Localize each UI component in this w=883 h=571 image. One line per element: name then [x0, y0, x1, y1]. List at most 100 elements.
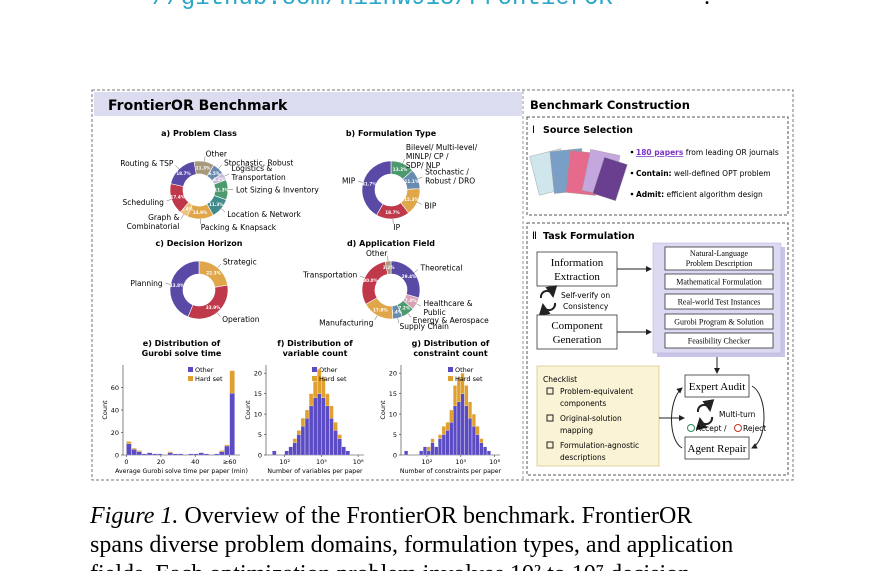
histogram-bar	[464, 385, 469, 407]
checklist-item: Formulation-agnostic	[560, 441, 639, 450]
histogram-bar	[449, 422, 454, 456]
output-box	[664, 273, 774, 290]
histogram-bar	[321, 377, 326, 398]
value-label: 11.1%	[405, 179, 420, 184]
caption-text: Overview of the FrontierOR benchmark. Fr…	[178, 503, 692, 529]
legend-label: Other	[319, 366, 338, 374]
repo-link[interactable]: //github.com/hiinw915/FrontierOR	[152, 0, 613, 12]
bullet	[630, 192, 634, 196]
histogram-bar	[229, 393, 235, 456]
histogram-bar	[284, 450, 289, 456]
x-tick-label: 10²	[422, 458, 433, 466]
y-axis-label: Count	[244, 400, 252, 420]
category-label: Location & Network	[227, 210, 301, 219]
histogram-bar	[453, 405, 457, 456]
histogram-bar	[341, 446, 346, 456]
histogram-bar	[460, 373, 465, 394]
repair-box	[684, 436, 750, 460]
leader-line	[220, 208, 226, 213]
histogram-bar	[453, 385, 457, 407]
histogram-bar	[224, 445, 230, 456]
category-label: Public	[424, 308, 446, 317]
arrow	[751, 385, 765, 449]
numeral: Ⅰ	[532, 125, 535, 136]
bullet-text: Contain: well-defined OPT problem	[636, 169, 771, 178]
histogram-bar	[317, 368, 322, 394]
right-panel: Benchmark Construction Ⅰ Source Selectio…	[526, 98, 789, 476]
histogram-bar	[272, 450, 277, 456]
histogram-bar	[131, 448, 137, 450]
histogram-bar	[292, 442, 297, 456]
histogram-bar	[441, 434, 446, 456]
histogram-bar	[460, 393, 465, 456]
histogram-bar	[203, 453, 209, 456]
category-label: Logistics &	[232, 164, 273, 173]
leader-line	[180, 214, 184, 219]
source-box	[526, 116, 789, 216]
output-box	[664, 293, 774, 310]
box-text: Generation	[553, 334, 602, 346]
output-text: Mathematical Formulation	[676, 278, 762, 287]
histogram-bar	[423, 446, 427, 456]
bullet-key: Contain:	[636, 169, 672, 178]
histogram-bar	[456, 377, 461, 402]
histogram-bar	[126, 443, 132, 456]
histogram-bar	[449, 409, 454, 423]
leader-line	[359, 275, 365, 279]
category-label: Graph &	[148, 213, 179, 222]
histogram-bar	[229, 370, 235, 394]
chart-title: constraint count	[413, 349, 488, 358]
paper-count[interactable]: 180 papers	[636, 148, 684, 157]
bullet	[630, 150, 634, 154]
donut-segment	[170, 161, 197, 187]
chart-title: d) Application Field	[347, 239, 435, 248]
cycle-icon	[695, 399, 715, 430]
y-tick-label: 5	[393, 431, 397, 439]
chart-title: a) Problem Class	[161, 129, 237, 138]
value-label: 7.2%	[398, 306, 410, 311]
histogram-bar	[313, 397, 318, 456]
bullet-text: Admit: efficient algorithm design	[636, 190, 763, 199]
histogram-bar	[292, 438, 297, 443]
legend-swatch	[312, 367, 317, 372]
verify-text: Self-verify on	[561, 291, 610, 300]
chart-title: e) Distribution of	[143, 339, 221, 348]
legend-swatch	[448, 376, 453, 381]
x-axis-label: Average Gurobi solve time per paper (min…	[115, 468, 248, 475]
chart-title: f) Distribution of	[277, 339, 353, 348]
histogram-bar	[157, 453, 163, 456]
category-label: Energy & Aerospace	[413, 316, 489, 325]
histogram-bar	[479, 438, 484, 443]
category-label: Other	[206, 150, 228, 159]
histogram-bar	[172, 453, 178, 456]
category-label: Lot Sizing & Inventory	[236, 186, 319, 195]
histogram-bar	[309, 405, 314, 456]
histogram-bar	[126, 441, 132, 444]
category-label: Strategic	[223, 258, 257, 267]
value-label: 11.3%	[214, 187, 229, 192]
histogram-bar	[475, 426, 480, 435]
value-label: 5.4%	[390, 309, 402, 314]
leader-line	[217, 263, 222, 268]
value-label: 29.4%	[402, 274, 417, 279]
histogram-bar	[438, 434, 442, 439]
histogram-bar	[445, 430, 450, 456]
leader-line	[218, 164, 223, 169]
histogram-bar	[313, 381, 318, 398]
bullet-key: Admit:	[636, 190, 664, 199]
x-tick-label: 0	[124, 458, 128, 466]
category-label: Operation	[222, 315, 260, 324]
value-label: 43.8%	[170, 283, 185, 288]
histogram-bar	[456, 401, 461, 456]
histogram-bar	[219, 450, 225, 452]
histogram-bar	[167, 452, 173, 456]
y-tick-label: 15	[254, 390, 262, 398]
section-title: Source Selection	[543, 125, 633, 136]
category-label: Other	[366, 249, 388, 258]
bullet-rest: well-defined OPT problem	[672, 169, 771, 178]
category-label: Theoretical	[420, 264, 463, 273]
checkbox	[546, 414, 554, 422]
x-tick-label: 10²	[279, 458, 290, 466]
chart-title: variable count	[283, 349, 348, 358]
link-period: .	[704, 0, 710, 10]
